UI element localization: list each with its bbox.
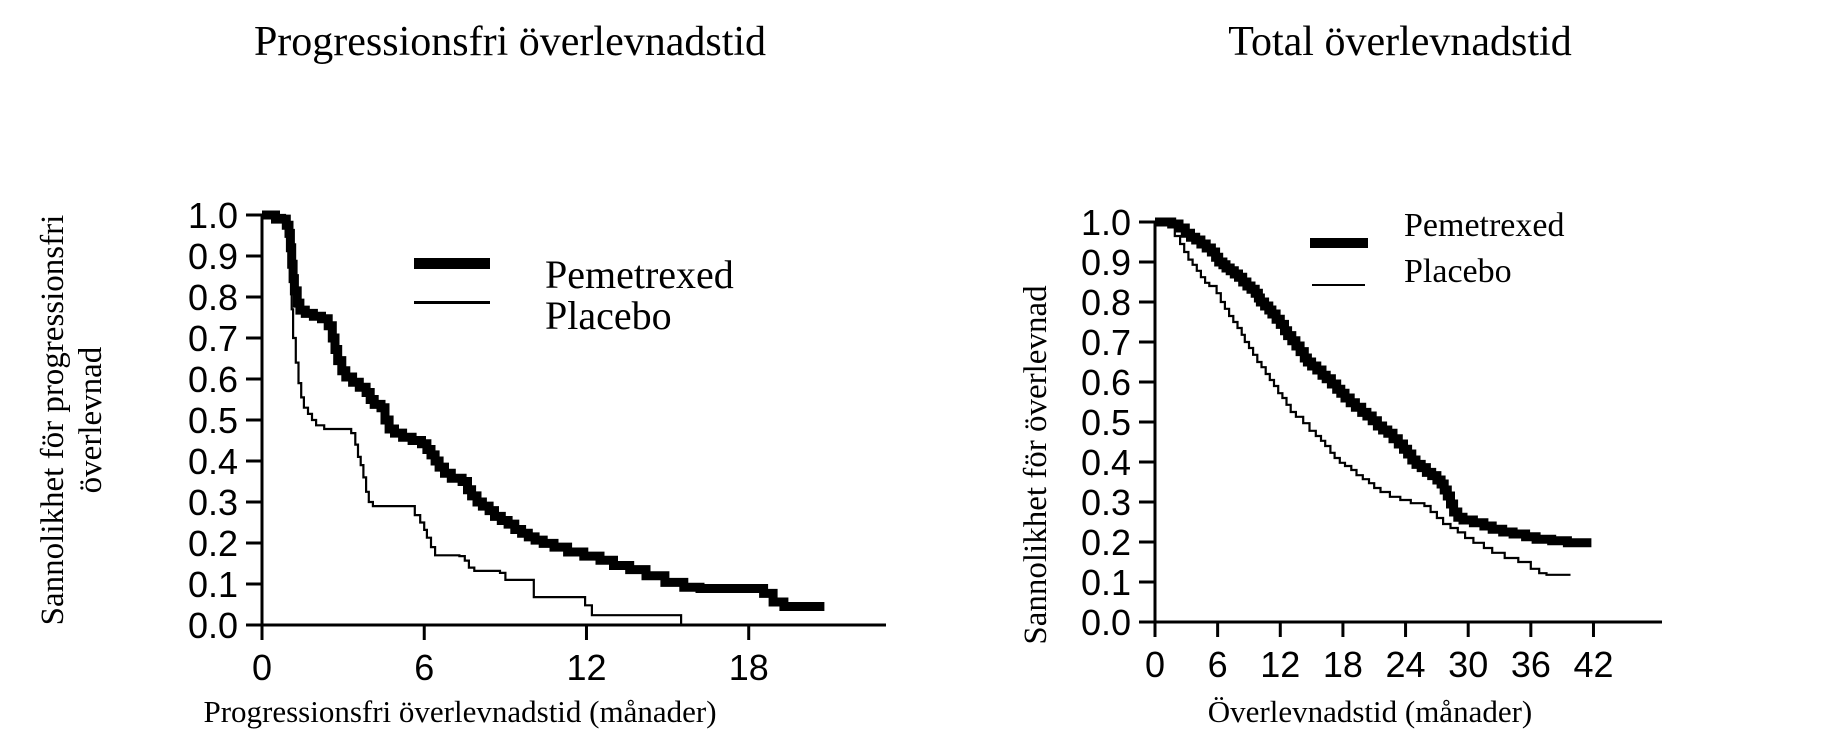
y-tick-label-0: 0.8 bbox=[188, 277, 238, 318]
y-tick-label-0: 0.2 bbox=[188, 523, 238, 564]
y-tick-label-1: 0.4 bbox=[1081, 442, 1131, 483]
x-tick-label-0: 12 bbox=[566, 647, 606, 688]
km-curve-placebo-0 bbox=[262, 213, 683, 625]
right-y-axis-label: Sannolikhet för överlevnad bbox=[1018, 285, 1054, 645]
right-plot-title: Total överlevnadstid bbox=[1228, 19, 1572, 65]
y-tick-label-1: 0.0 bbox=[1081, 602, 1131, 643]
x-tick-label-1: 30 bbox=[1448, 644, 1488, 685]
y-tick-label-0: 1.0 bbox=[188, 195, 238, 236]
y-tick-label-0: 0.6 bbox=[188, 359, 238, 400]
x-tick-label-1: 42 bbox=[1573, 644, 1613, 685]
left-legend-placebo-label: Placebo bbox=[545, 293, 672, 338]
x-tick-label-1: 36 bbox=[1511, 644, 1551, 685]
right-legend-pemetrexed-label: Pemetrexed bbox=[1404, 207, 1565, 244]
left-plot-title: Progressionsfri överlevnadstid bbox=[253, 19, 767, 65]
right-legend-placebo-label: Placebo bbox=[1404, 253, 1512, 290]
x-tick-label-1: 12 bbox=[1260, 644, 1300, 685]
left-y-axis-label: Sannolikhet för progressionsfri överlevn… bbox=[34, 185, 110, 655]
right-legend-placebo-line-sample bbox=[1312, 284, 1365, 286]
y-tick-label-1: 0.1 bbox=[1081, 562, 1131, 603]
y-tick-label-0: 0.5 bbox=[188, 400, 238, 441]
x-tick-label-0: 18 bbox=[729, 647, 769, 688]
x-tick-label-0: 6 bbox=[414, 647, 434, 688]
km-curve-pemetrexed-0 bbox=[262, 210, 825, 611]
y-tick-label-1: 0.3 bbox=[1081, 482, 1131, 523]
right-legend-pemetrexed-line-sample bbox=[1310, 238, 1368, 248]
y-tick-label-1: 0.8 bbox=[1081, 282, 1131, 323]
left-y-axis-label-line1: Sannolikhet för progressionsfri bbox=[35, 214, 71, 626]
km-curve-placebo-1 bbox=[1155, 220, 1571, 576]
km-curve-pemetrexed-1 bbox=[1155, 217, 1592, 548]
x-tick-label-1: 18 bbox=[1323, 644, 1363, 685]
right-x-axis-label: Överlevnadstid (månader) bbox=[1207, 694, 1533, 729]
y-tick-label-1: 1.0 bbox=[1081, 202, 1131, 243]
y-tick-label-0: 0.1 bbox=[188, 564, 238, 605]
y-tick-label-0: 0.3 bbox=[188, 482, 238, 523]
y-tick-label-0: 0.4 bbox=[188, 441, 238, 482]
y-tick-label-1: 0.6 bbox=[1081, 362, 1131, 403]
left-x-axis-label: Progressionsfri överlevnadstid (månader) bbox=[203, 694, 717, 729]
left-legend-pemetrexed-line-sample bbox=[414, 258, 490, 269]
y-tick-label-0: 0.0 bbox=[188, 605, 238, 646]
left-y-axis-label-line2: överlevnad bbox=[73, 346, 109, 494]
x-tick-label-1: 6 bbox=[1208, 644, 1228, 685]
left-legend-pemetrexed-label: Pemetrexed bbox=[545, 252, 734, 297]
y-tick-label-1: 0.7 bbox=[1081, 322, 1131, 363]
x-tick-label-1: 0 bbox=[1145, 644, 1165, 685]
y-tick-label-1: 0.2 bbox=[1081, 522, 1131, 563]
x-tick-label-0: 0 bbox=[252, 647, 272, 688]
left-legend-placebo-line-sample bbox=[414, 301, 490, 304]
x-tick-label-1: 24 bbox=[1386, 644, 1426, 685]
y-tick-label-1: 0.5 bbox=[1081, 402, 1131, 443]
y-tick-label-1: 0.9 bbox=[1081, 242, 1131, 283]
y-tick-label-0: 0.9 bbox=[188, 236, 238, 277]
y-tick-label-0: 0.7 bbox=[188, 318, 238, 359]
